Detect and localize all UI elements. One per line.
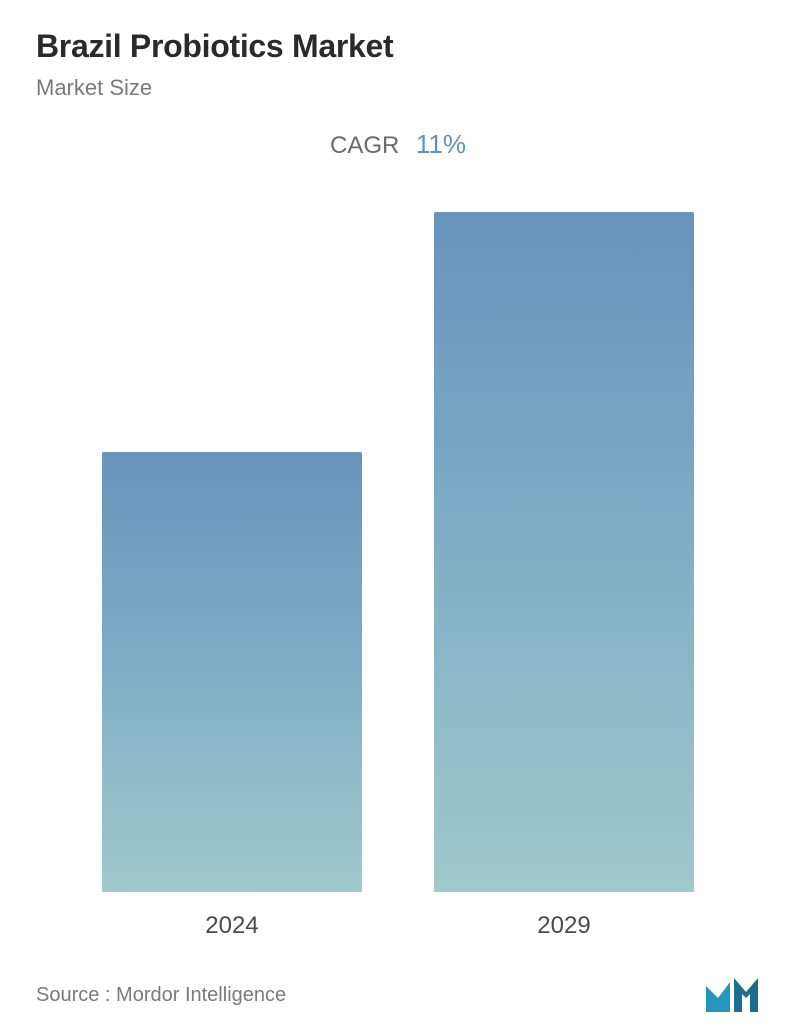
chart-container: Brazil Probiotics Market Market Size CAG…	[0, 0, 796, 1034]
bar-group-2029: 2029	[434, 212, 694, 940]
bar-2029	[434, 212, 694, 892]
bar-label-2024: 2024	[205, 912, 258, 940]
cagr-value: 11%	[416, 129, 466, 159]
cagr-label: CAGR	[330, 132, 399, 159]
bar-label-2029: 2029	[537, 912, 590, 940]
page-subtitle: Market Size	[36, 75, 760, 101]
footer: Source : Mordor Intelligence	[36, 964, 760, 1014]
bar-2024	[102, 452, 362, 892]
page-title: Brazil Probiotics Market	[36, 28, 760, 65]
source-text: Source : Mordor Intelligence	[36, 984, 286, 1007]
bar-chart: 2024 2029	[36, 180, 760, 940]
cagr-row: CAGR 11%	[36, 129, 760, 160]
bar-group-2024: 2024	[102, 452, 362, 940]
logo-icon	[704, 976, 760, 1014]
